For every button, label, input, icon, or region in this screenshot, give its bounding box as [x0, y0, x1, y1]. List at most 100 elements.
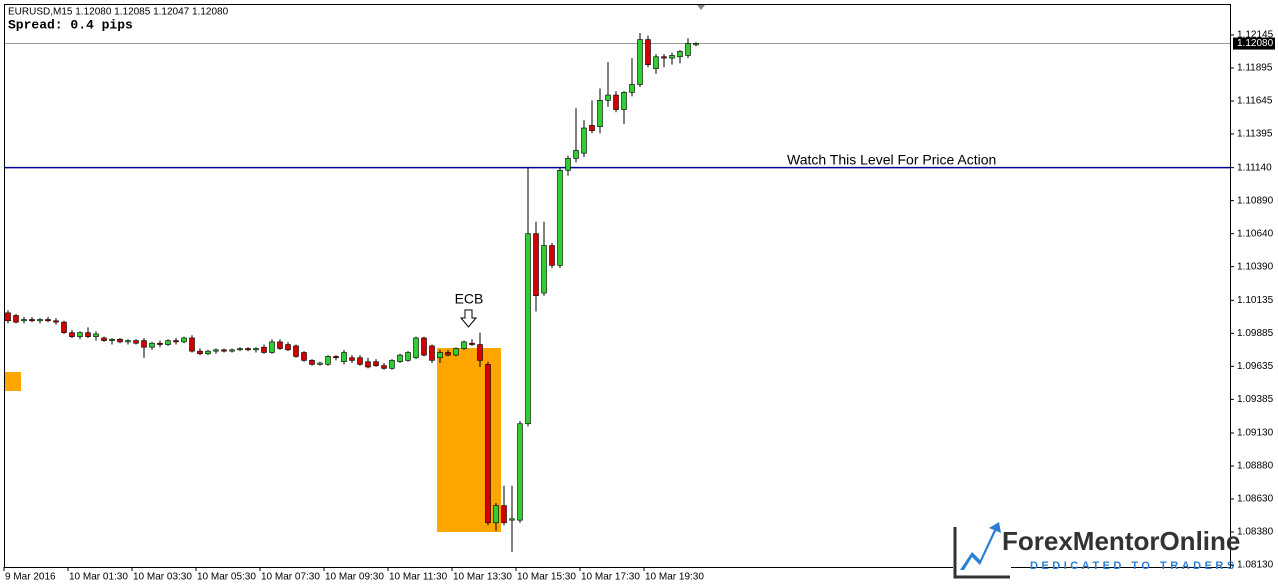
candle-body: [413, 337, 419, 359]
candle-body: [53, 320, 59, 323]
candle-body: [669, 55, 675, 59]
candle-body: [517, 423, 523, 521]
candle-body: [389, 360, 395, 369]
candle-body: [69, 332, 75, 337]
level-text: Watch This Level For Price Action: [787, 152, 996, 168]
x-tick-label: 10 Mar 05:30: [197, 572, 256, 583]
x-tick-label: 10 Mar 11:30: [389, 572, 448, 583]
candle-body: [277, 341, 283, 349]
candle-body: [581, 127, 587, 154]
candle-body: [597, 100, 603, 128]
candle-body: [541, 245, 547, 294]
candle-body: [85, 332, 91, 337]
logo-arrow: [960, 522, 1001, 570]
candle-body: [301, 352, 307, 361]
candle-body: [117, 338, 123, 343]
y-tick-label: 1.11645: [1237, 96, 1273, 107]
candle-body: [157, 342, 163, 345]
x-tick-label: 10 Mar 01:30: [69, 572, 128, 583]
candle-body: [261, 346, 267, 353]
current-price-box: [1233, 37, 1275, 50]
candle-body: [45, 319, 51, 322]
shift-marker: [697, 5, 705, 10]
candle-body: [141, 340, 147, 348]
y-tick-label: 1.10890: [1237, 195, 1274, 206]
y-tick-label: 1.11140: [1237, 162, 1272, 173]
current-price-label: 1.12080: [1237, 38, 1274, 49]
candle-body: [509, 518, 515, 521]
candle-body: [133, 340, 139, 344]
zone: [437, 348, 501, 532]
x-tick-label: 10 Mar 03:30: [133, 572, 192, 583]
y-tick-label: 1.10640: [1237, 228, 1274, 239]
candle-body: [629, 84, 635, 93]
candle-body: [333, 356, 339, 359]
candle-body: [645, 39, 651, 65]
spread: Spread: 0.4 pips: [8, 17, 133, 32]
candle-body: [197, 350, 203, 355]
candle-body: [349, 357, 355, 361]
candle-body: [445, 352, 451, 356]
candle-body: [365, 361, 371, 368]
y-tick-label: 1.08630: [1237, 494, 1274, 505]
plot-frame: [4, 4, 1231, 568]
candle-body: [469, 342, 475, 345]
y-tick-label: 1.11395: [1237, 129, 1273, 140]
y-tick-label: 1.10390: [1237, 261, 1274, 272]
y-tick-label: 1.10135: [1237, 295, 1274, 306]
candle-body: [677, 51, 683, 58]
y-tick-label: 1.08880: [1237, 461, 1274, 472]
y-tick-label: 1.08130: [1237, 560, 1274, 571]
event-arrow: [459, 309, 478, 328]
candle-body: [245, 348, 251, 351]
candle-body: [653, 56, 659, 69]
candle-body: [77, 332, 83, 337]
candle-body: [293, 345, 299, 357]
x-tick-label: 10 Mar 07:30: [261, 572, 320, 583]
candle-body: [637, 39, 643, 85]
candle-body: [381, 365, 387, 369]
logo-bg: [953, 527, 1011, 579]
candle-body: [125, 340, 131, 343]
event-label: ECB: [455, 291, 484, 307]
candle-body: [181, 337, 187, 343]
x-tick-label: 10 Mar 19:30: [645, 572, 704, 583]
candle-body: [525, 233, 531, 425]
candle-body: [685, 43, 691, 56]
candle-body: [397, 354, 403, 363]
candle-body: [357, 357, 363, 365]
candle-body: [101, 337, 107, 341]
candle-body: [421, 337, 427, 356]
candle-body: [37, 319, 43, 322]
candle-body: [309, 360, 315, 365]
candle-body: [373, 361, 379, 366]
candle-body: [285, 344, 291, 351]
candle-body: [437, 352, 443, 359]
candle-body: [549, 245, 555, 266]
y-tick-label: 1.12145: [1237, 30, 1274, 41]
y-tick-label: 1.08380: [1237, 527, 1274, 538]
candle-body: [621, 92, 627, 110]
candle-body: [405, 352, 411, 361]
candle-body: [613, 94, 619, 110]
x-tick-label: 10 Mar 13:30: [453, 572, 512, 583]
candle-body: [605, 94, 611, 101]
x-tick-label: 9 Mar 2016: [5, 572, 56, 583]
candle-body: [229, 349, 235, 352]
candle-body: [325, 356, 331, 365]
y-tick-label: 1.09385: [1237, 394, 1274, 405]
candle-body: [533, 233, 539, 297]
candle-body: [149, 342, 155, 348]
candle-body: [253, 348, 259, 351]
candle-body: [213, 349, 219, 352]
candle-body: [237, 348, 243, 351]
candle-body: [565, 158, 571, 171]
candle-body: [589, 125, 595, 131]
candle-body: [429, 345, 435, 361]
header: EURUSD,M15 1.12080 1.12085 1.12047 1.120…: [8, 7, 229, 18]
candle-body: [5, 312, 11, 322]
candle-body: [501, 505, 507, 524]
candle-body: [661, 56, 667, 59]
candle-body: [453, 348, 459, 356]
candle-body: [165, 340, 171, 345]
